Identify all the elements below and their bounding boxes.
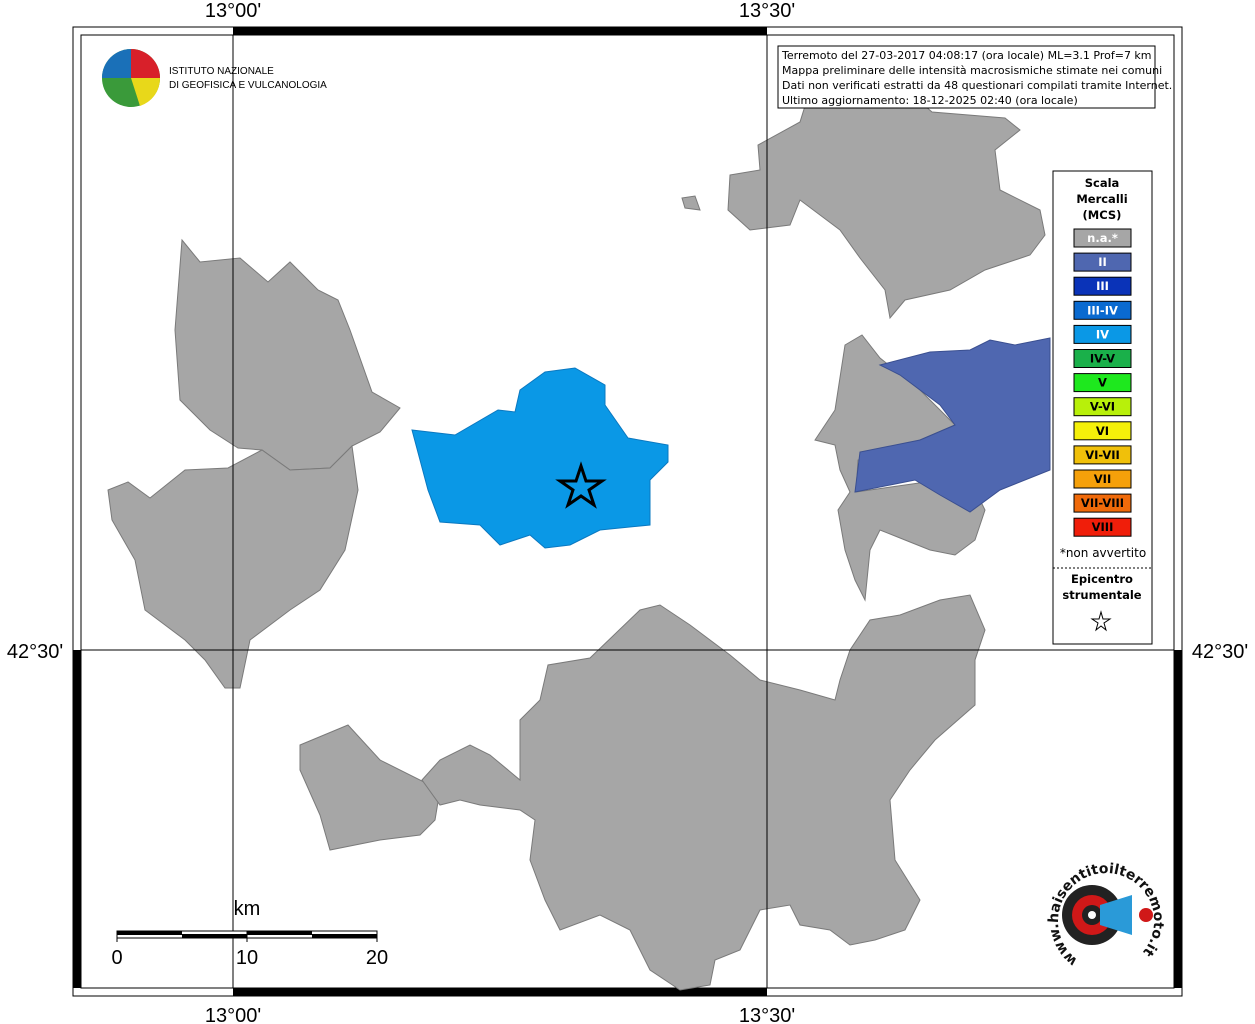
legend-swatch — [1073, 349, 1132, 368]
scale-segment — [117, 931, 182, 935]
axis-label: 13°00' — [205, 1005, 261, 1024]
legend-swatch — [1073, 445, 1132, 465]
scale-label: 10 — [236, 947, 258, 969]
scale-segment — [247, 931, 312, 935]
info-line: Dati non verificati estratti da 48 quest… — [782, 79, 1172, 92]
border-bars — [73, 27, 1182, 996]
graticule — [81, 35, 1174, 988]
axis-label: 13°30' — [739, 0, 795, 22]
axis-label: 42°30' — [1192, 641, 1248, 663]
legend-swatch — [1073, 300, 1132, 320]
legend-title: Scala — [1085, 176, 1120, 190]
legend-swatch — [1073, 469, 1132, 489]
legend-label: VIII — [1092, 520, 1114, 534]
legend-swatch — [1073, 493, 1132, 513]
epicentre — [555, 461, 607, 509]
scale-label: 20 — [366, 947, 388, 969]
legend-note: *non avvertito — [1060, 546, 1146, 560]
info-box — [777, 45, 1156, 109]
institute-name: ISTITUTO NAZIONALE — [169, 66, 274, 77]
legend-label: V — [1098, 376, 1107, 390]
legend-label: VII — [1094, 472, 1111, 486]
legend-title: Mercalli — [1076, 192, 1127, 206]
legend-swatch — [1073, 276, 1132, 296]
scale-segment — [182, 934, 247, 938]
scale-unit: km — [234, 898, 261, 920]
legend-label: VII-VIII — [1081, 496, 1124, 510]
legend-swatch — [1073, 228, 1132, 248]
legend-label: n.a.* — [1087, 231, 1118, 245]
legend-swatch — [1073, 421, 1132, 441]
legend-swatch — [1073, 373, 1132, 393]
legend-label: III — [1096, 279, 1109, 293]
legend-label: VI — [1096, 424, 1109, 438]
axis-label: 42°30' — [7, 641, 63, 663]
axis-label: 13°30' — [739, 1005, 795, 1024]
axis-label: 13°00' — [205, 0, 261, 22]
legend-swatch — [1073, 252, 1132, 272]
legend-swatch — [1073, 324, 1132, 344]
scale-label: 0 — [111, 947, 122, 969]
legend-epicentre: strumentale — [1062, 588, 1141, 602]
scale-segment — [312, 934, 377, 938]
institute-name: DI GEOFISICA E VULCANOLOGIA — [169, 80, 327, 91]
legend-label: III-IV — [1087, 303, 1118, 317]
legend-label: II — [1098, 255, 1107, 269]
ingv-logo: ISTITUTO NAZIONALE DI GEOFISICA E VULCAN… — [102, 49, 327, 107]
legend-label: V-VI — [1090, 400, 1115, 414]
legend-star — [1090, 610, 1112, 632]
legend-swatch — [1073, 517, 1132, 537]
legend-label: IV-V — [1090, 352, 1115, 366]
legend-title: (MCS) — [1083, 208, 1122, 222]
info-line: Terremoto del 27-03-2017 04:08:17 (ora l… — [781, 49, 1152, 62]
legend-label: VI-VII — [1085, 448, 1120, 462]
legend-epicentre: Epicentro — [1071, 572, 1133, 586]
legend-swatch — [1073, 397, 1132, 417]
info-line: Ultimo aggiornamento: 18-12-2025 02:40 (… — [782, 94, 1078, 107]
legend-label: IV — [1096, 327, 1109, 341]
info-line: Mappa preliminare delle intensità macros… — [782, 64, 1162, 77]
